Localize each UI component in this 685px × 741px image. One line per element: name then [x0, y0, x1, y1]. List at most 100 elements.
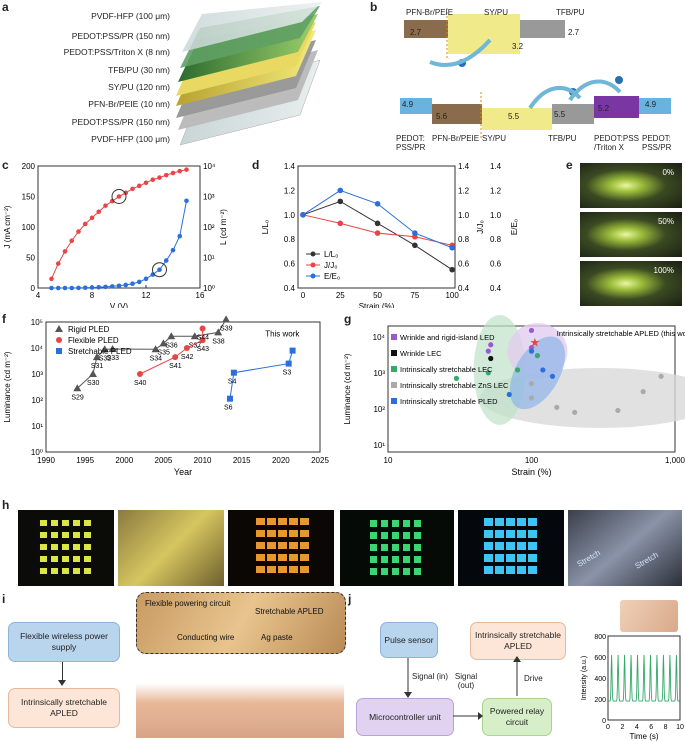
led-pixel [414, 544, 421, 551]
d-xtick-label: 100 [445, 291, 459, 300]
led-pixel [51, 568, 58, 574]
led-pixel [528, 542, 537, 550]
led-pixel [289, 518, 298, 525]
led-pixel [256, 554, 265, 561]
d-y2tick-label: 0.6 [458, 260, 470, 269]
d-xtick-label: 25 [336, 291, 345, 300]
f-axes-frame [45, 321, 321, 453]
c-xtick-label: 4 [36, 291, 41, 300]
led-pixel [40, 568, 47, 574]
i-anno-circuit: Flexible powering circuit [145, 599, 231, 608]
led-pixel [40, 556, 47, 562]
layer-label: PEDOT:PSS/PR (150 nm) [71, 117, 170, 127]
b-bottom-label: PFN-Br/PEIE [432, 134, 480, 143]
f-point-label: S34 [150, 355, 163, 362]
led-pixel [84, 520, 91, 526]
b-bottom-label: SY/PU [482, 134, 507, 143]
led-pixel [517, 530, 526, 538]
f-point [226, 395, 233, 402]
led-pixel [381, 568, 388, 575]
f-xtick-label: 1990 [37, 456, 55, 465]
led-pixel [484, 518, 493, 526]
j-ytick-label: 0 [602, 718, 606, 725]
led-pixel [517, 554, 526, 562]
f-point-label: S42 [181, 354, 194, 361]
led-pixel [300, 518, 309, 525]
f-xtick-label: 2000 [115, 456, 133, 465]
photo-i-wrist [136, 660, 344, 738]
c-l-point [103, 203, 108, 208]
d-point [412, 242, 418, 249]
photo-e-0: 0% [580, 163, 682, 208]
c-j-point [82, 285, 88, 290]
f-point [151, 345, 160, 353]
d-legend-marker [310, 273, 316, 279]
c-j-point [55, 285, 61, 291]
f-point [285, 360, 292, 367]
panel-b-energy-diagram [370, 0, 685, 150]
e-label-100: 100% [653, 266, 674, 275]
f-point [167, 332, 176, 340]
c-ytick-label: 0 [31, 284, 36, 293]
led-pixel [506, 566, 515, 574]
g-point [488, 342, 494, 348]
f-point-label: S35 [157, 349, 170, 356]
led-pixel [517, 518, 526, 526]
led-pixel [84, 556, 91, 562]
led-pixel [278, 518, 287, 525]
c-j-point [157, 267, 162, 272]
c-y2label: L (cd m⁻²) [219, 209, 228, 245]
led-pixel [528, 518, 537, 526]
led-pixel [289, 542, 298, 549]
d-point [412, 230, 418, 236]
led-pixel [73, 544, 80, 550]
g-xlabel: Strain (%) [511, 467, 551, 477]
c-j-point [109, 284, 115, 289]
layer-stack-illustration [176, 2, 322, 146]
d-point [449, 244, 455, 251]
led-pixel [403, 544, 410, 551]
b-top-label-mid: SY/PU [484, 8, 509, 17]
g-annotation: Intrinsically stretchable APLED (this wo… [557, 329, 685, 338]
led-pixel [256, 518, 265, 525]
c-j-point [130, 281, 135, 287]
f-xtick-label: 1995 [76, 456, 94, 465]
f-legend-marker [55, 325, 63, 332]
led-pixel [414, 556, 421, 563]
led-pixel [392, 568, 399, 575]
d-point [374, 220, 381, 227]
led-pixel [392, 532, 399, 539]
f-ylabel: Luminance (cd m⁻²) [3, 351, 12, 422]
c-xtick-label: 8 [90, 291, 95, 300]
c-xtick-label: 16 [196, 291, 205, 300]
b-top-value-2: 3.2 [512, 42, 524, 51]
d-y2tick-label: 0.4 [458, 284, 470, 293]
arrow-i-head [58, 680, 66, 686]
led-pixel [84, 544, 91, 550]
f-ytick-label: 10¹ [31, 422, 43, 431]
j-xtick-label: 10 [676, 724, 684, 731]
f-point-label: S4 [228, 379, 237, 386]
b-bottom-value: 5.2 [598, 104, 610, 113]
j-ytick-label: 400 [594, 676, 606, 683]
g-this-work-star: ★ [530, 335, 541, 349]
layer-label: PEDOT:PSS/PR (150 nm) [71, 31, 170, 41]
led-pixel [289, 566, 298, 573]
d-y3tick-label: 0.6 [490, 260, 502, 269]
f-point [199, 337, 206, 344]
led-pixel [84, 532, 91, 538]
box-apled-j: Intrinsically stretchable APLED [470, 622, 566, 660]
layer-label: PEDOT:PSS/Triton X (8 nm) [63, 47, 170, 57]
led-pixel [484, 542, 493, 550]
photo-j-wrist [620, 600, 678, 632]
g-point [658, 373, 664, 379]
j-xlabel: Time (s) [629, 732, 658, 741]
led-pixel [267, 518, 276, 525]
arrow-i [62, 662, 63, 684]
led-pixel [256, 542, 265, 549]
g-point [485, 348, 491, 354]
g-legend-label: Intrinsically stretchable ZnS LEC [400, 381, 509, 390]
led-pixel [278, 530, 287, 537]
f-point-label: S29 [71, 394, 84, 401]
panel-label-i: i [2, 592, 6, 606]
